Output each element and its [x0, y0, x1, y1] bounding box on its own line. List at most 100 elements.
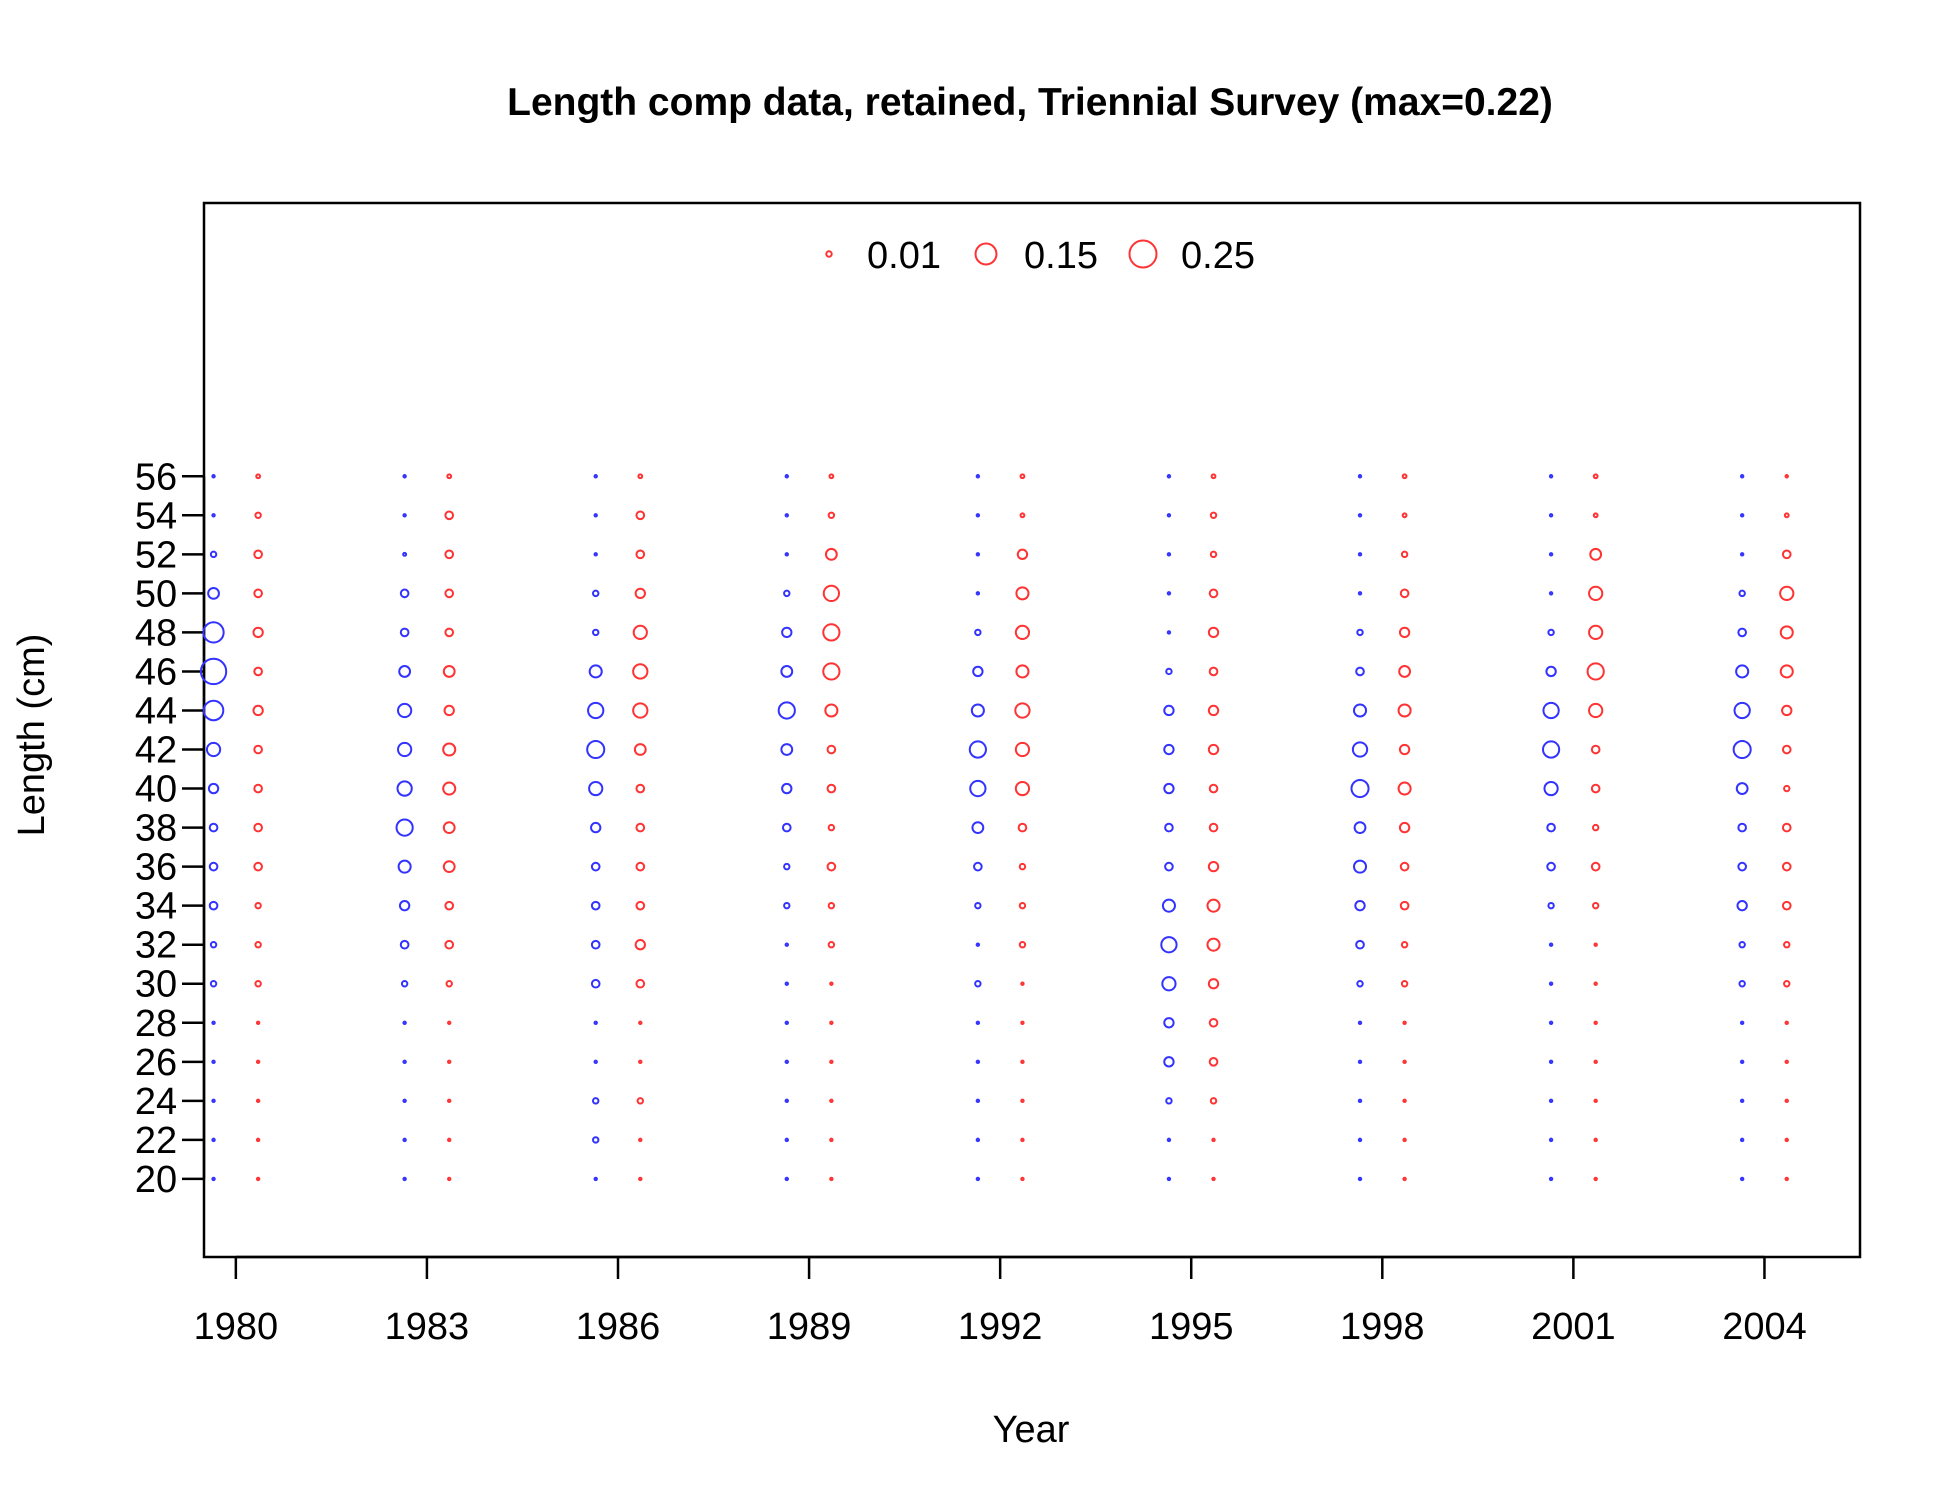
data-point [1400, 550, 1409, 559]
data-point [971, 821, 985, 834]
y-tick-label: 56 [135, 456, 177, 498]
data-point [638, 1020, 643, 1025]
data-point [1548, 1059, 1554, 1065]
data-point [1017, 822, 1028, 833]
data-point [590, 821, 602, 834]
data-point [1781, 822, 1792, 833]
data-point [1357, 552, 1363, 557]
data-point [1209, 511, 1218, 519]
data-point [1398, 743, 1411, 756]
data-point [593, 474, 598, 479]
x-tick-label: 1983 [385, 1306, 470, 1348]
data-point [1739, 1176, 1745, 1182]
data-point [447, 1137, 452, 1143]
data-point [446, 473, 453, 480]
data-point [1166, 1137, 1172, 1143]
data-point [1165, 667, 1173, 676]
data-point [1020, 1059, 1025, 1065]
data-point [1166, 552, 1172, 557]
data-point [254, 941, 262, 949]
data-point [633, 743, 647, 756]
data-point [1207, 978, 1220, 990]
data-point [1739, 1137, 1745, 1143]
data-point [1548, 942, 1554, 947]
data-point [1736, 899, 1748, 912]
legend-label: 0.01 [867, 235, 941, 277]
data-point [402, 551, 408, 557]
data-point [822, 623, 841, 642]
data-point [592, 589, 600, 598]
data-point [1548, 1098, 1554, 1104]
data-point [253, 861, 263, 872]
data-point [1163, 743, 1175, 756]
x-tick-label: 1995 [1149, 1306, 1234, 1348]
data-point [1020, 981, 1025, 986]
data-point [1163, 704, 1175, 717]
data-point [635, 549, 646, 560]
y-tick-label: 26 [135, 1042, 177, 1084]
y-tick-label: 34 [135, 886, 177, 928]
data-point [1163, 1056, 1175, 1068]
data-point [1779, 625, 1794, 640]
data-point [255, 1176, 261, 1182]
data-point [442, 821, 456, 834]
data-point [826, 783, 837, 794]
data-point [780, 743, 794, 756]
data-point [255, 1020, 261, 1025]
data-point [635, 900, 646, 911]
data-point [1590, 744, 1601, 755]
data-point [442, 781, 457, 796]
data-point [1739, 1020, 1745, 1025]
data-point [1545, 665, 1557, 678]
data-point [827, 941, 836, 949]
data-point [1357, 474, 1363, 479]
y-tick-label: 36 [135, 847, 177, 889]
data-point [1357, 1176, 1363, 1182]
plot-frame [202, 201, 1862, 1259]
data-point [1402, 1098, 1407, 1104]
data-point [634, 587, 646, 600]
data-point [1592, 473, 1599, 480]
data-point [781, 822, 792, 833]
data-point [829, 1098, 834, 1104]
data-point [1015, 586, 1030, 601]
data-point [211, 1137, 216, 1143]
data-point [1402, 1020, 1407, 1025]
data-point [444, 900, 455, 911]
data-point [1588, 585, 1604, 601]
data-point [1591, 901, 1600, 910]
data-point [1783, 941, 1791, 949]
data-point [444, 939, 455, 950]
data-point [1593, 942, 1598, 947]
data-point [1732, 739, 1752, 760]
data-point [1542, 701, 1560, 720]
data-point [1356, 628, 1364, 637]
data-point [1548, 552, 1554, 557]
data-point [1206, 937, 1221, 952]
data-point [826, 861, 837, 872]
data-point [1586, 662, 1605, 681]
data-point [208, 900, 219, 911]
data-point [1210, 473, 1217, 480]
data-point [593, 552, 598, 557]
data-point [399, 627, 410, 638]
data-point [781, 782, 793, 795]
data-point [974, 980, 982, 988]
data-point [973, 861, 983, 872]
x-tick-label: 1989 [767, 1306, 852, 1348]
data-point [253, 744, 263, 755]
data-point [1781, 744, 1792, 755]
data-point [402, 1176, 407, 1182]
data-point [1593, 1020, 1598, 1025]
data-point [402, 513, 407, 518]
data-point [1018, 862, 1027, 871]
data-point [975, 1098, 981, 1104]
data-point [829, 1176, 834, 1182]
x-axis-label: Year [993, 1409, 1070, 1451]
data-point [399, 939, 410, 950]
data-point [1400, 980, 1409, 988]
data-point [1593, 1176, 1598, 1182]
data-point [1784, 1098, 1789, 1104]
